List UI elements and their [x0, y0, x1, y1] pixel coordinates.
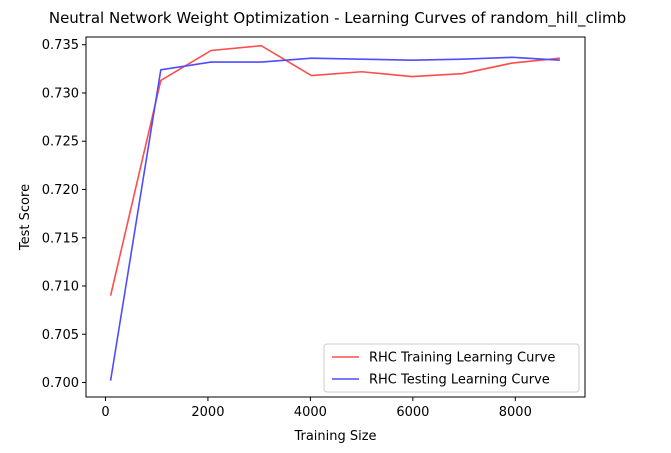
y-tick-label: 0.720	[42, 183, 79, 198]
x-axis-label: Training Size	[293, 429, 376, 444]
legend-label: RHC Training Learning Curve	[369, 351, 555, 366]
y-tick-label: 0.735	[42, 38, 79, 53]
legend: RHC Training Learning Curve RHC Testing L…	[323, 343, 580, 393]
legend-box	[323, 343, 580, 393]
x-tick-label: 6000	[396, 405, 429, 420]
y-tick-label: 0.730	[42, 86, 79, 101]
x-tick-label: 4000	[294, 405, 327, 420]
y-axis-label: Test Score	[18, 184, 33, 251]
x-tick-label: 8000	[499, 405, 532, 420]
legend-label: RHC Testing Learning Curve	[369, 373, 550, 388]
series-line	[109, 44, 560, 296]
y-tick-label: 0.700	[42, 376, 79, 391]
y-tick-label: 0.715	[42, 231, 79, 246]
y-tick-label: 0.705	[42, 328, 79, 343]
x-tick-label: 2000	[191, 405, 224, 420]
series-line	[109, 56, 560, 381]
plot-frame	[85, 36, 586, 398]
chart-title: Neutral Network Weight Optimization - Le…	[49, 9, 626, 28]
y-tick-label: 0.710	[42, 280, 79, 295]
y-tick-label: 0.725	[42, 135, 79, 150]
x-tick-label: 0	[101, 405, 109, 420]
plot-area: 0 2000 4000 6000 8000 0.700 0.705 0.710 0.715 0.7…	[42, 36, 586, 420]
